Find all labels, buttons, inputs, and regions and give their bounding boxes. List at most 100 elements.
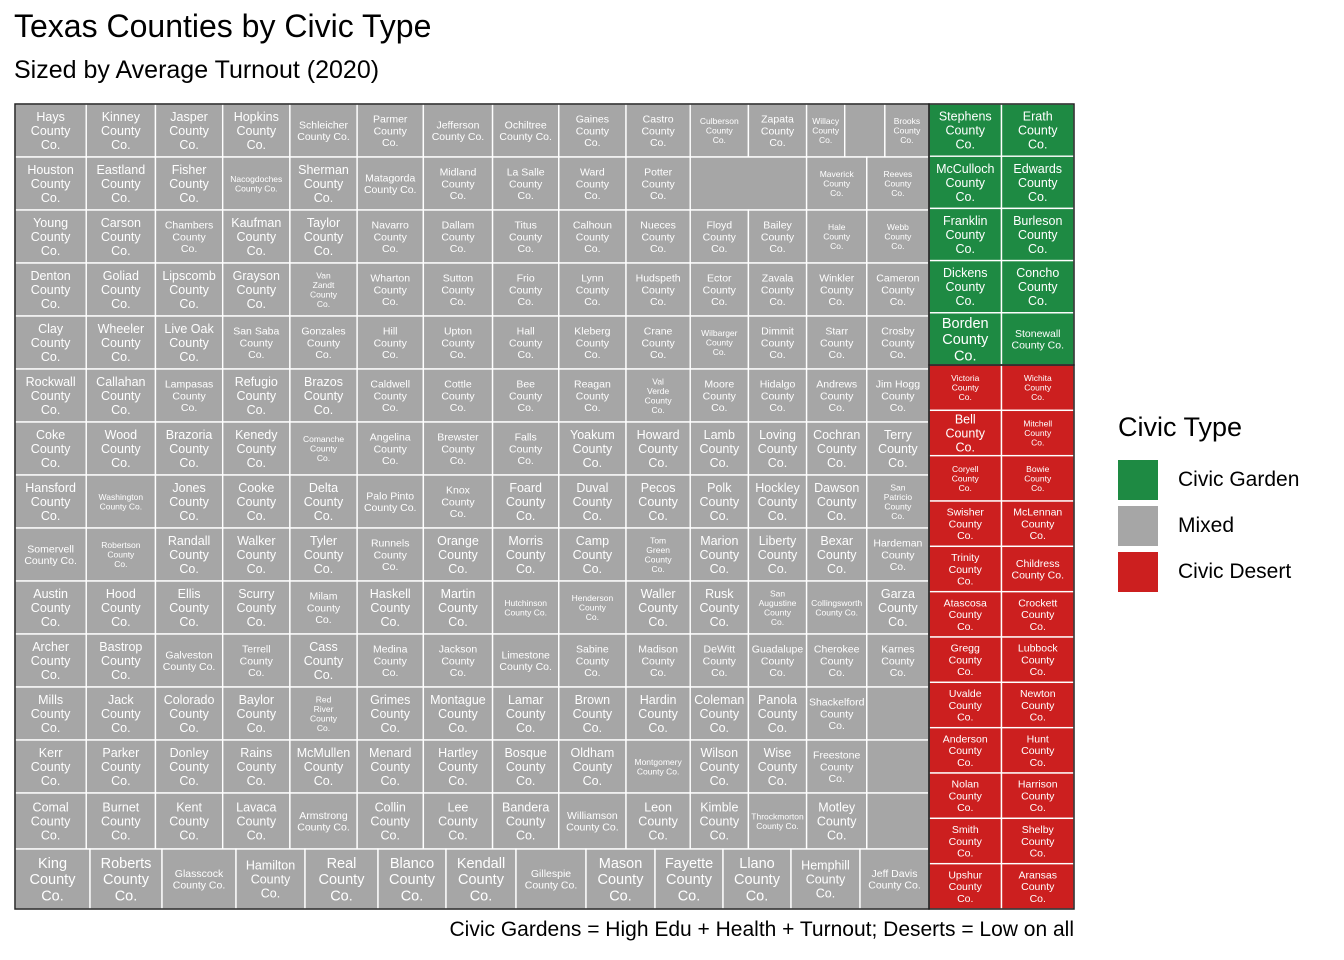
garden-tile xyxy=(1000,207,1075,262)
tile-label: Crane County Co. xyxy=(641,326,675,362)
tile-label: Gillespie County Co. xyxy=(525,868,578,892)
tile-label: Chambers County Co. xyxy=(165,220,213,256)
tile-label: Moore County Co. xyxy=(703,379,737,415)
treemap-tile xyxy=(866,792,930,850)
tile-label: Bandera County Co. xyxy=(502,801,549,843)
tile-label: Cass County Co. xyxy=(304,640,344,682)
tile-label: Burnet County Co. xyxy=(101,801,141,843)
desert-tile xyxy=(1000,862,1075,910)
desert-tile xyxy=(928,772,1003,820)
tile-label: Live Oak County Co. xyxy=(164,322,214,364)
tile-label: Kaufman County Co. xyxy=(231,216,281,258)
tile-label: Bee County Co. xyxy=(509,379,543,415)
tile-label: Jackson County Co. xyxy=(439,644,478,680)
treemap-tile xyxy=(422,421,494,476)
tile-label: Red River County Co. xyxy=(310,694,338,733)
treemap-tile xyxy=(866,474,930,529)
tile-label: Collin County Co. xyxy=(370,801,410,843)
tile-label: Hudspeth County Co. xyxy=(636,273,681,309)
tile-label: Medina County Co. xyxy=(373,644,408,680)
tile-label: Pecos County Co. xyxy=(638,481,678,523)
treemap-tile xyxy=(722,848,792,910)
tile-label: Trinity County Co. xyxy=(949,552,983,588)
tile-label: Lubbock County Co. xyxy=(1018,643,1058,679)
tile-label: Edwards County Co. xyxy=(1013,162,1062,204)
treemap-tile xyxy=(289,421,358,476)
treemap-tile xyxy=(747,739,808,794)
treemap-tile xyxy=(491,686,560,741)
tile-label: Kerr County Co. xyxy=(31,746,71,788)
tile-label: Winkler County Co. xyxy=(819,273,855,309)
tile-label: Val Verde County Co. xyxy=(645,376,673,415)
tile-label: Concho County Co. xyxy=(1016,266,1059,308)
chart-caption: Civic Gardens = High Edu + Health + Turn… xyxy=(449,918,1075,941)
treemap-tile xyxy=(491,103,560,158)
treemap-tile xyxy=(154,156,224,211)
legend-item-civic-garden: Civic Garden xyxy=(1118,457,1299,503)
tile-label: Burleson County Co. xyxy=(1013,214,1062,256)
tile-label: Loving County Co. xyxy=(758,428,798,470)
tile-label: Ector County Co. xyxy=(703,273,737,309)
treemap-tile xyxy=(154,421,224,476)
tile-label: Hunt County Co. xyxy=(1021,733,1055,769)
tile-label: Lamb County Co. xyxy=(700,428,740,470)
tile-label: Brown County Co. xyxy=(573,693,613,735)
legend-label: Civic Garden xyxy=(1178,468,1300,491)
tile-label: Liberty County Co. xyxy=(758,534,798,576)
tile-label: Potter County Co. xyxy=(641,167,675,203)
treemap-tile xyxy=(85,739,157,794)
treemap-tile xyxy=(85,633,157,688)
tile-label: Newton County Co. xyxy=(1020,688,1056,724)
treemap-tile xyxy=(422,792,494,850)
tile-label: Floyd County Co. xyxy=(703,220,737,256)
treemap-tile xyxy=(356,527,425,582)
tile-label: Kenedy County Co. xyxy=(235,428,278,470)
tile-label: Hutchinson County Co. xyxy=(504,598,547,618)
tile-label: Hartley County Co. xyxy=(438,746,478,788)
tile-label: Ochiltree County Co. xyxy=(499,119,552,143)
treemap-tile xyxy=(747,686,808,741)
tile-label: San Saba County Co. xyxy=(233,326,279,362)
treemap-tile xyxy=(221,633,291,688)
tile-label: Callahan County Co. xyxy=(96,375,145,417)
tile-label: DeWitt County Co. xyxy=(703,644,737,680)
tile-label: Comanche County Co. xyxy=(303,434,344,463)
tile-label: Brazoria County Co. xyxy=(166,428,213,470)
tile-label: Eastland County Co. xyxy=(97,163,146,205)
treemap-tile xyxy=(689,156,808,211)
tile-label: Bowie County Co. xyxy=(1024,464,1052,493)
chart-subtitle: Sized by Average Turnout (2020) xyxy=(14,56,380,84)
tile-label: San Augustine County Co. xyxy=(759,588,797,627)
tile-label: Coleman County Co. xyxy=(694,693,744,735)
treemap-tile xyxy=(558,421,627,476)
treemap-tile xyxy=(747,580,808,635)
legend-swatch-mixed xyxy=(1118,506,1158,546)
treemap-tile xyxy=(154,262,224,317)
treemap-tile xyxy=(866,262,930,317)
tile-label: Motley County Co. xyxy=(817,801,857,843)
tile-label: Lavaca County Co. xyxy=(236,801,277,843)
tile-label: Ward County Co. xyxy=(576,167,610,203)
tile-label: Robertson County Co. xyxy=(101,540,140,569)
desert-tile xyxy=(1000,681,1075,729)
treemap-tile xyxy=(866,156,930,211)
garden-tile xyxy=(1000,259,1075,314)
treemap-tile xyxy=(689,421,750,476)
treemap-tile xyxy=(356,368,425,423)
treemap-tile xyxy=(289,368,358,423)
tile-label: Clay County Co. xyxy=(31,322,71,364)
tile-label: Wichita County Co. xyxy=(1024,373,1052,402)
desert-tile xyxy=(1000,409,1075,457)
tile-label: Carson County Co. xyxy=(101,216,142,258)
treemap-tile xyxy=(689,315,750,370)
tile-label: Parmer County Co. xyxy=(373,114,408,150)
tile-label: Hill County Co. xyxy=(374,326,408,362)
tile-label: Stephens County Co. xyxy=(939,110,992,152)
tile-label: La Salle County Co. xyxy=(507,167,545,203)
tile-label: Fayette County Co. xyxy=(665,856,713,904)
treemap-tile xyxy=(85,209,157,264)
treemap-tile xyxy=(558,580,627,635)
desert-tile xyxy=(928,636,1003,684)
treemap-tile xyxy=(85,368,157,423)
